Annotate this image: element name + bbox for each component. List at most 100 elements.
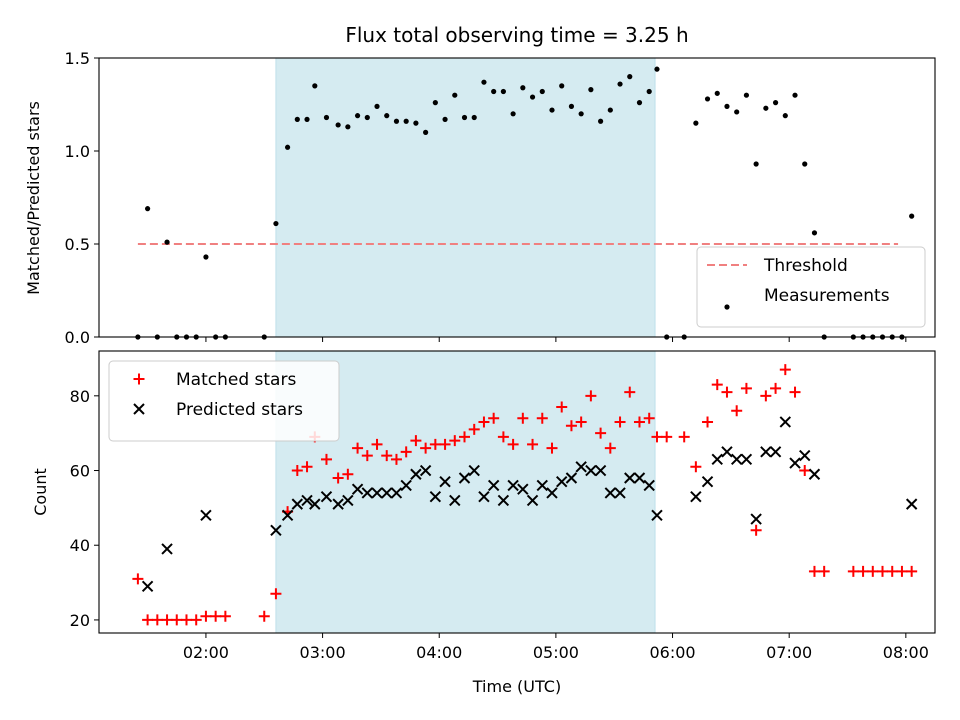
top-series-0-point-33 [491,88,497,95]
top-series-0-point-61 [772,100,779,106]
top-series-0-point-64 [802,161,808,167]
bottom-y-tick-label-1: 40 [70,536,90,555]
bottom-legend-marker-1 [133,403,145,415]
top-series-0-point-41 [568,103,575,109]
top-y-tick-label-3: 1.5 [65,49,90,68]
bottom-series-1-point-28 [517,483,529,495]
bottom-series-1-point-55 [808,468,821,480]
top-series-0-point-23 [393,118,400,124]
bottom-series-0-point-20 [361,450,373,462]
bottom-series-0-point-33 [488,412,500,424]
x-tick-label-1: 03:00 [300,643,346,662]
bottom-series-1-point-18 [419,464,432,477]
bottom-series-0-point-3 [161,614,173,626]
bottom-series-1-point-30 [536,479,548,492]
bottom-series-1-point-36 [594,464,607,477]
bottom-series-0-point-38 [536,412,548,424]
top-series-0-point-30 [461,114,468,121]
bottom-series-1-point-3 [270,524,282,536]
bottom-series-0-point-68 [857,565,869,577]
bottom-y-axis-title: Count [31,468,50,516]
bottom-series-0-point-35 [507,438,519,450]
top-legend-marker-1 [724,304,730,310]
bottom-series-0-point-23 [390,453,402,465]
bottom-series-0-point-62 [779,364,791,376]
bottom-series-0-point-13 [291,465,303,477]
top-series-0-point-43 [588,87,594,93]
bottom-series-0-point-52 [678,431,690,443]
bottom-series-1-point-11 [351,483,364,495]
bottom-y-tick-label-3: 80 [70,387,90,406]
bottom-series-1-point-23 [468,464,480,477]
x-tick-label-2: 04:00 [416,643,462,662]
bottom-series-0-point-57 [731,405,743,417]
top-series-0-point-29 [452,92,458,98]
bottom-series-0-point-64 [799,465,811,477]
top-series-0-point-21 [374,103,380,109]
top-series-0-point-60 [763,105,769,111]
bottom-series-0-point-30 [459,431,471,443]
top-series-0-point-59 [753,161,759,167]
bottom-series-1-point-35 [585,464,597,477]
bottom-series-0-point-40 [556,401,568,413]
top-y-tick-label-0: 0.0 [65,328,90,347]
top-series-0-point-17 [335,122,341,128]
x-tick-label-0: 02:00 [183,643,229,662]
bottom-series-0-point-56 [721,386,733,398]
bottom-legend-label-0: Matched stars [176,370,296,390]
bottom-series-1-point-7 [309,498,321,510]
bottom-y-tick-label-0: 20 [70,611,90,630]
bottom-legend: Matched stars Predicted stars [108,360,340,442]
bottom-series-0-point-1 [142,614,154,626]
bottom-series-0-point-7 [200,610,212,622]
bottom-series-0-point-72 [896,565,908,577]
bottom-series-1-point-54 [799,449,811,462]
bottom-series-1-point-27 [507,479,519,492]
bottom-series-0-point-21 [371,438,383,450]
top-series-0-point-14 [304,116,310,122]
bottom-series-0-point-53 [690,461,702,473]
top-series-0-point-65 [811,230,818,236]
bottom-series-0-point-48 [633,416,645,428]
bottom-series-0-point-63 [789,386,801,398]
bottom-series-0-point-19 [352,442,364,454]
bottom-series-0-point-24 [400,446,412,458]
bottom-series-0-point-69 [867,565,879,577]
bottom-series-0-point-47 [624,386,636,398]
bottom-legend-marker-0 [133,373,145,385]
bottom-series-1-point-5 [291,498,304,510]
bottom-series-1-point-32 [556,476,568,488]
top-series-0-point-35 [510,111,516,117]
bottom-series-1-point-39 [624,472,636,484]
bottom-series-1-point-6 [301,494,313,507]
bottom-series-1-point-9 [332,498,344,510]
bottom-series-0-point-11 [270,588,282,600]
bottom-series-0-point-50 [651,431,663,443]
top-series-0-point-73 [909,213,915,219]
top-series-0-point-48 [636,100,643,106]
bottom-series-1-point-31 [546,487,558,499]
bottom-series-1-point-42 [651,509,663,522]
bottom-series-1-point-33 [565,472,578,484]
bottom-series-0-point-51 [661,431,673,443]
bottom-series-1-point-17 [410,468,422,480]
top-series-0-point-34 [500,88,506,95]
bottom-series-0-point-17 [332,472,344,484]
x-tick-label-5: 07:00 [766,643,812,662]
bottom-series-1-point-52 [779,416,792,428]
chart-title: Flux total observing time = 3.25 h [345,23,688,47]
bottom-series-1-point-8 [320,490,333,503]
bottom-series-0-point-16 [320,453,332,465]
top-series-0-point-3 [164,239,170,245]
top-series-0-point-25 [413,120,419,126]
bottom-series-0-point-55 [711,379,723,391]
bottom-series-0-point-22 [381,450,393,462]
bottom-series-0-point-61 [770,382,782,394]
bottom-series-1-point-45 [711,453,723,466]
bottom-series-1-point-29 [526,494,539,507]
top-series-0-point-56 [724,103,730,109]
top-shaded-interval [275,57,656,338]
top-series-0-point-55 [714,90,720,96]
top-series-0-point-44 [598,118,604,124]
top-series-0-point-7 [203,254,209,260]
